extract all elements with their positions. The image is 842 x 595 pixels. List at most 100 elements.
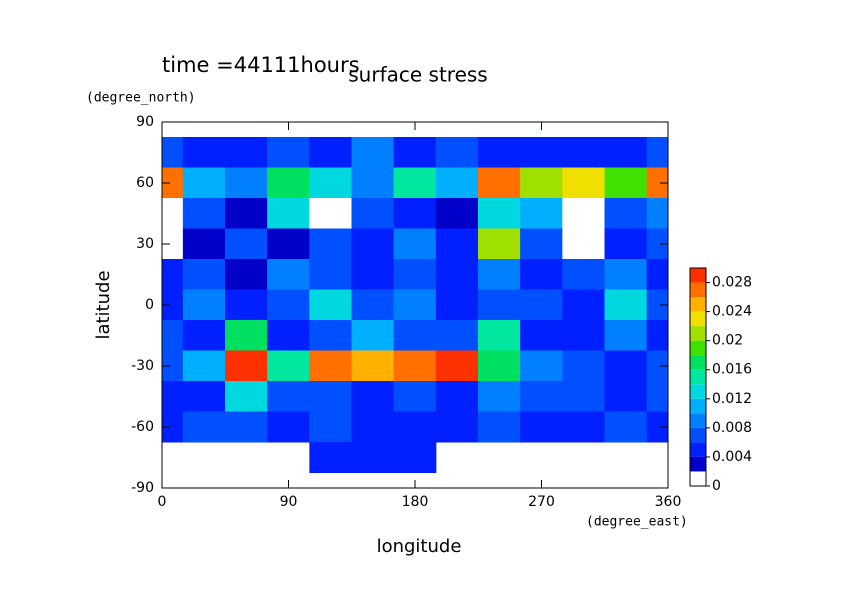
contour-cell (225, 320, 268, 351)
contour-cell (182, 381, 226, 412)
contour-cell (267, 198, 310, 229)
contour-cell (182, 350, 226, 382)
contour-cell (435, 381, 479, 412)
contour-cell (562, 137, 605, 168)
subtitle: time =44111hours (162, 53, 360, 77)
title: surface stress (348, 63, 487, 87)
contour-cell (562, 228, 605, 260)
contour-cell (478, 381, 521, 412)
contour-cell (478, 350, 521, 382)
contour-cell (225, 411, 268, 443)
y-tick-label: 30 (136, 236, 154, 252)
contour-cell (309, 167, 353, 199)
colorbar-swatch (690, 311, 706, 327)
contour-cell (351, 167, 395, 199)
contour-cell (646, 411, 668, 443)
contour-cell (351, 320, 395, 351)
contour-cell (267, 381, 310, 412)
colorbar-swatch (690, 369, 706, 385)
y-tick-label: 90 (136, 114, 154, 130)
colorbar-swatch (690, 398, 706, 414)
contour-cell (435, 259, 479, 290)
colorbar-frame (689, 267, 707, 487)
contour-cell (478, 228, 521, 260)
contour-cell (309, 228, 353, 260)
contour-cell (646, 381, 668, 412)
contour-cell (478, 289, 521, 321)
contour-cell (520, 320, 563, 351)
x-unit: (degree_east) (586, 515, 688, 530)
colorbar-swatch (690, 384, 706, 399)
contour-cell (478, 320, 521, 351)
colorbar-tick-label: 0 (712, 478, 721, 494)
contour-cell (267, 228, 310, 260)
colorbar-swatch (690, 456, 706, 472)
contour-cell (562, 289, 605, 321)
contour-cell (182, 289, 226, 321)
contour-cell (309, 320, 353, 351)
contour-cell (646, 320, 668, 351)
colorbar-tick-label: 0.016 (712, 362, 752, 378)
contour-cell (267, 259, 310, 290)
contour-cell (478, 198, 521, 229)
x-tick-label: 180 (402, 494, 429, 510)
contour-cell (520, 137, 563, 168)
contour-cell (393, 167, 437, 199)
contour-cell (604, 259, 648, 290)
colorbar-swatch (690, 413, 706, 428)
y-unit: (degree_north) (86, 91, 196, 106)
colorbar-swatch (690, 442, 706, 457)
y-tick-label: -30 (131, 358, 154, 374)
colorbar-tick-label: 0.028 (712, 275, 752, 291)
contour-cell (520, 228, 563, 260)
contour-cell (351, 411, 395, 443)
colorbar-tick-label: 0.008 (712, 420, 752, 436)
contour-cell (393, 198, 437, 229)
contour-cell (520, 198, 563, 229)
contour-cell (646, 289, 668, 321)
contour-cell (393, 411, 437, 443)
contour-cell (309, 259, 353, 290)
contour-cell (604, 228, 648, 260)
contour-cell (351, 259, 395, 290)
contour-cell (604, 320, 648, 351)
x-tick-label: 90 (280, 494, 298, 510)
contour-cell (520, 381, 563, 412)
colorbar-tick-label: 0.012 (712, 391, 752, 407)
contour-cell (225, 381, 268, 412)
x-tick-label: 270 (528, 494, 555, 510)
contour-cell (393, 137, 437, 168)
contour-cell (351, 350, 395, 382)
contour-cell (520, 411, 563, 443)
field (162, 137, 668, 473)
contour-cell (182, 167, 226, 199)
contour-cell (646, 350, 668, 382)
y-tick-label: 0 (145, 297, 154, 313)
contour-cell (309, 198, 353, 229)
contour-cell (562, 381, 605, 412)
contour-cell (182, 137, 226, 168)
contour-cell (646, 228, 668, 260)
contour-cell (435, 167, 479, 199)
contour-cell (351, 289, 395, 321)
contour-cell (309, 381, 353, 412)
colorbar-swatch (690, 326, 706, 341)
contour-cell (393, 381, 437, 412)
contour-cell (351, 198, 395, 229)
contour-cell (351, 442, 395, 473)
colorbar-swatch (690, 297, 706, 312)
contour-cell (267, 137, 310, 168)
contour-cell (393, 259, 437, 290)
contour-cell (435, 289, 479, 321)
contour-cell (225, 228, 268, 260)
contour-cell (225, 137, 268, 168)
contour-cell (225, 259, 268, 290)
colorbar-swatch (690, 268, 706, 283)
contour-cell (182, 411, 226, 443)
contour-cell (646, 259, 668, 290)
x-tick-label: 360 (655, 494, 682, 510)
contour-cell (562, 167, 605, 199)
contour-cell (182, 259, 226, 290)
contour-cell (562, 198, 605, 229)
